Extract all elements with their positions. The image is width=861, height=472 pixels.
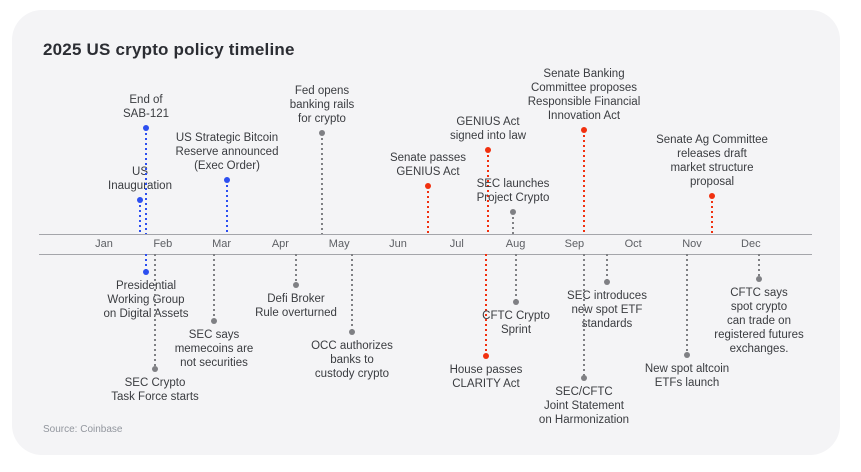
event-connector-line bbox=[321, 133, 323, 234]
event-dot bbox=[211, 318, 217, 324]
event-label: SEC/CFTC Joint Statement on Harmonizatio… bbox=[538, 386, 630, 426]
event-connector-line bbox=[485, 254, 487, 356]
event-label: Defi Broker Rule overturned bbox=[255, 293, 337, 319]
event-dot bbox=[510, 209, 516, 215]
event-label: Fed opens banking rails for crypto bbox=[289, 85, 355, 125]
event-connector-line bbox=[711, 196, 713, 234]
event-label: New spot altcoin ETFs launch bbox=[644, 363, 730, 389]
event-connector-line bbox=[583, 254, 585, 378]
event-label: Senate Ag Committee releases draft marke… bbox=[656, 134, 768, 188]
event-label: GENIUS Act signed into law bbox=[449, 116, 527, 142]
event-label: US Inauguration bbox=[108, 166, 172, 192]
event-connector-line bbox=[487, 150, 489, 234]
event-label: SEC launches Project Crypto bbox=[476, 178, 550, 204]
event-label: SEC Crypto Task Force starts bbox=[111, 377, 199, 403]
event-dot bbox=[137, 197, 143, 203]
event-dot bbox=[319, 130, 325, 136]
event-dot bbox=[709, 193, 715, 199]
event-connector-line bbox=[512, 212, 514, 234]
month-label-oct: Oct bbox=[624, 238, 642, 250]
axis-line-top bbox=[39, 234, 812, 235]
event-connector-line bbox=[295, 254, 297, 285]
event-dot bbox=[425, 183, 431, 189]
month-label-may: May bbox=[328, 238, 350, 250]
event-connector-line bbox=[758, 254, 760, 279]
event-connector-line bbox=[606, 254, 608, 282]
event-dot bbox=[513, 299, 519, 305]
event-connector-line bbox=[226, 180, 228, 234]
axis-line-bottom bbox=[39, 254, 812, 255]
month-label-jun: Jun bbox=[389, 238, 407, 250]
event-dot bbox=[152, 366, 158, 372]
event-connector-line bbox=[583, 130, 585, 234]
month-label-jan: Jan bbox=[95, 238, 113, 250]
month-label-feb: Feb bbox=[153, 238, 173, 250]
event-connector-line bbox=[154, 254, 156, 369]
event-label: Senate passes GENIUS Act bbox=[389, 152, 467, 178]
event-connector-line bbox=[139, 200, 141, 234]
event-label: CFTC Crypto Sprint bbox=[482, 310, 550, 336]
event-connector-line bbox=[351, 254, 353, 332]
month-label-mar: Mar bbox=[212, 238, 232, 250]
event-dot bbox=[349, 329, 355, 335]
event-connector-line bbox=[686, 254, 688, 355]
month-label-nov: Nov bbox=[682, 238, 702, 250]
chart-card bbox=[12, 10, 840, 455]
source-label: Source: Coinbase bbox=[43, 424, 123, 435]
event-label: Senate Banking Committee proposes Respon… bbox=[527, 68, 641, 122]
event-label: End of SAB-121 bbox=[122, 94, 170, 120]
event-dot bbox=[581, 375, 587, 381]
event-label: US Strategic Bitcoin Reserve announced (… bbox=[175, 132, 279, 172]
chart-title: 2025 US crypto policy timeline bbox=[43, 40, 295, 59]
event-label: House passes CLARITY Act bbox=[449, 364, 523, 390]
month-label-dec: Dec bbox=[741, 238, 761, 250]
month-label-jul: Jul bbox=[449, 238, 464, 250]
month-label-aug: Aug bbox=[505, 238, 526, 250]
event-dot bbox=[143, 125, 149, 131]
event-dot bbox=[293, 282, 299, 288]
event-dot bbox=[684, 352, 690, 358]
event-label: OCC authorizes banks to custody crypto bbox=[311, 340, 393, 380]
event-dot bbox=[581, 127, 587, 133]
event-dot bbox=[483, 353, 489, 359]
event-connector-line bbox=[145, 254, 147, 272]
event-dot bbox=[604, 279, 610, 285]
event-dot bbox=[143, 269, 149, 275]
month-label-sep: Sep bbox=[564, 238, 585, 250]
event-connector-line bbox=[145, 128, 147, 234]
event-label: SEC says memecoins are not securities bbox=[174, 329, 254, 369]
event-label: Presidential Working Group on Digital As… bbox=[103, 280, 189, 320]
event-dot bbox=[224, 177, 230, 183]
event-dot bbox=[756, 276, 762, 282]
event-label: CFTC says spot crypto can trade on regis… bbox=[714, 287, 804, 355]
month-label-apr: Apr bbox=[271, 238, 289, 250]
event-label: SEC introduces new spot ETF standards bbox=[567, 290, 647, 330]
event-connector-line bbox=[515, 254, 517, 302]
event-dot bbox=[485, 147, 491, 153]
event-connector-line bbox=[213, 254, 215, 321]
event-connector-line bbox=[427, 186, 429, 234]
